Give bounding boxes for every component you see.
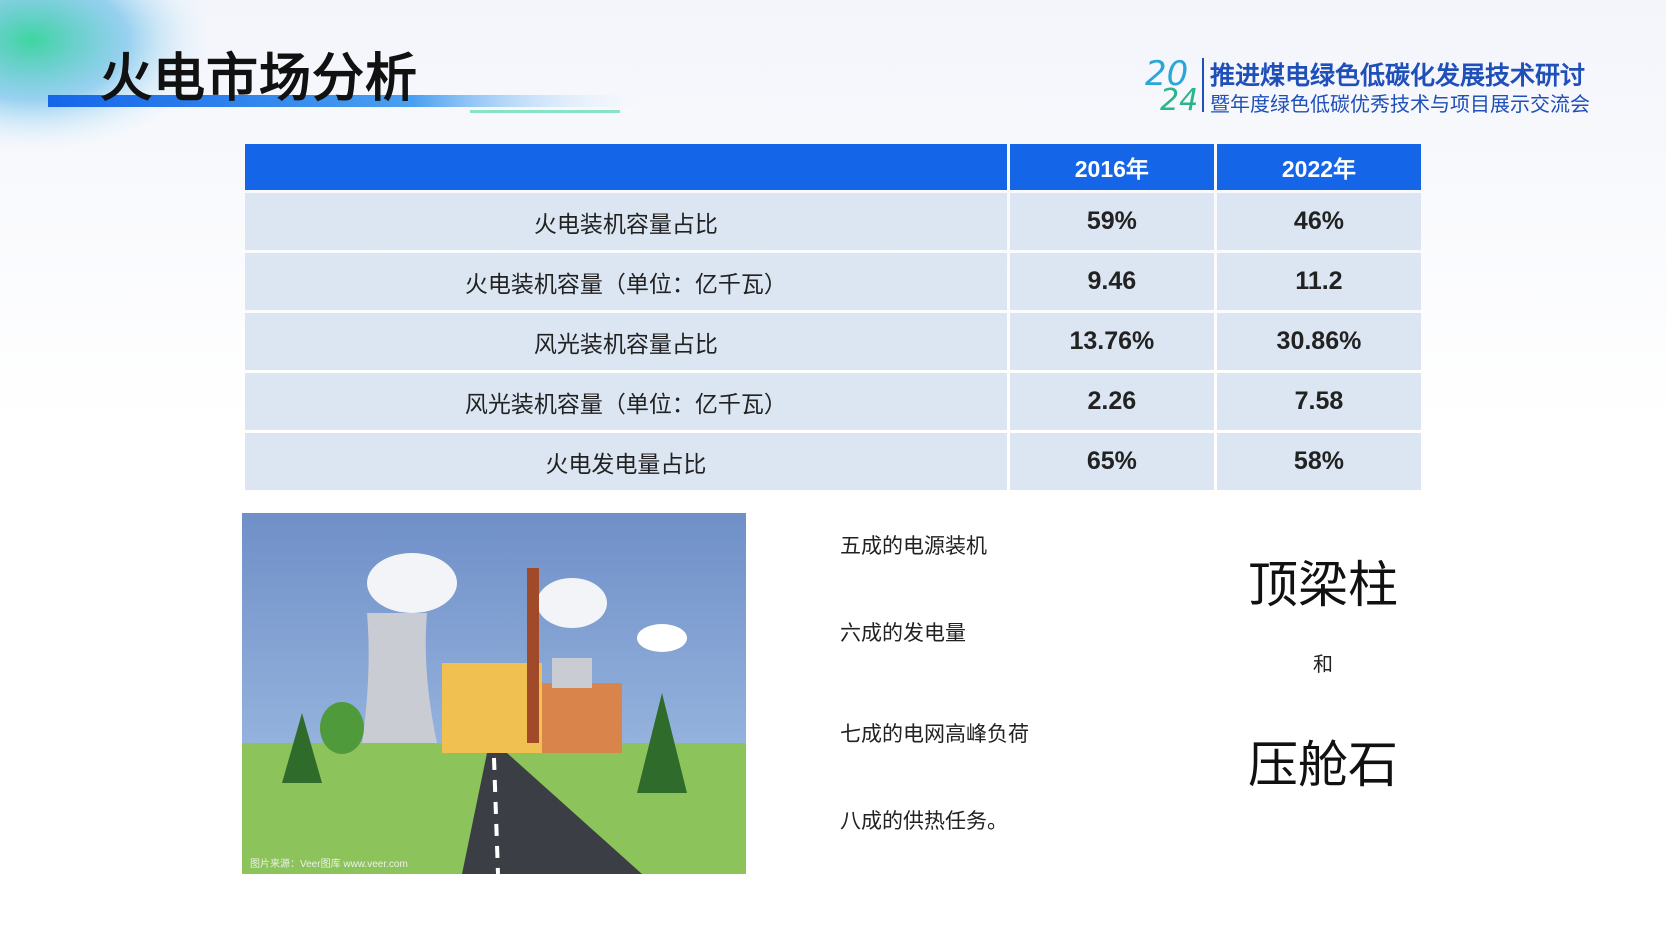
- joiner-text: 和: [1313, 654, 1333, 676]
- logo-subtitle: 暨年度绿色低碳优秀技术与项目展示交流会: [1210, 94, 1590, 116]
- row-label: 火电发电量占比: [245, 433, 1007, 490]
- point-text: 六成的发电量: [840, 622, 966, 645]
- svg-text:20: 20: [1145, 54, 1188, 94]
- value-cell: 2.26: [1009, 373, 1214, 430]
- role-text: 顶梁柱: [1248, 557, 1398, 613]
- value-cell: 58%: [1216, 433, 1421, 490]
- point-text: 八成的供热任务。: [840, 810, 1008, 833]
- point-text: 五成的电源装机: [840, 535, 987, 558]
- header-decoration: [0, 0, 658, 200]
- table-row: 火电装机容量占比 59% 46%: [245, 193, 1421, 250]
- value-cell: 13.76%: [1009, 313, 1214, 370]
- table-row: 风光装机容量占比 13.76% 30.86%: [245, 313, 1421, 370]
- value-cell: 30.86%: [1216, 313, 1421, 370]
- header-row: 2016年 2022年: [245, 144, 1421, 190]
- logo-title: 推进煤电绿色低碳化发展技术研讨: [1210, 62, 1586, 90]
- image-credit: 图片来源：Veer图库 www.veer.com: [250, 859, 408, 870]
- svg-text:24: 24: [1160, 83, 1198, 115]
- header-cell: 2022年: [1216, 144, 1421, 190]
- point-text: 七成的电网高峰负荷: [840, 723, 1029, 746]
- data-table: 2016年 2022年 火电装机容量占比 59% 46% 火电装机容量（单位：亿千瓦） 9.…: [242, 141, 1424, 493]
- value-cell: 7.58: [1216, 373, 1421, 430]
- row-label: 风光装机容量占比: [245, 313, 1007, 370]
- table-row: 风光装机容量（单位：亿千瓦） 2.26 7.58: [245, 373, 1421, 430]
- header-cell: [245, 144, 1007, 190]
- slide-title: 火电市场分析: [100, 50, 419, 108]
- row-label: 火电装机容量占比: [245, 193, 1007, 250]
- role-text: 压舱石: [1248, 737, 1398, 793]
- value-cell: 11.2: [1216, 253, 1421, 310]
- table-row: 火电装机容量（单位：亿千瓦） 9.46 11.2: [245, 253, 1421, 310]
- value-cell: 65%: [1009, 433, 1214, 490]
- logo-mark: 20 24: [1145, 54, 1204, 115]
- value-cell: 46%: [1216, 193, 1421, 250]
- header-cell: 2016年: [1009, 144, 1214, 190]
- power-plant-illustration: [242, 513, 746, 874]
- value-cell: 9.46: [1009, 253, 1214, 310]
- table-row: 火电发电量占比 65% 58%: [245, 433, 1421, 490]
- value-cell: 59%: [1009, 193, 1214, 250]
- row-label: 火电装机容量（单位：亿千瓦）: [245, 253, 1007, 310]
- row-label: 风光装机容量（单位：亿千瓦）: [245, 373, 1007, 430]
